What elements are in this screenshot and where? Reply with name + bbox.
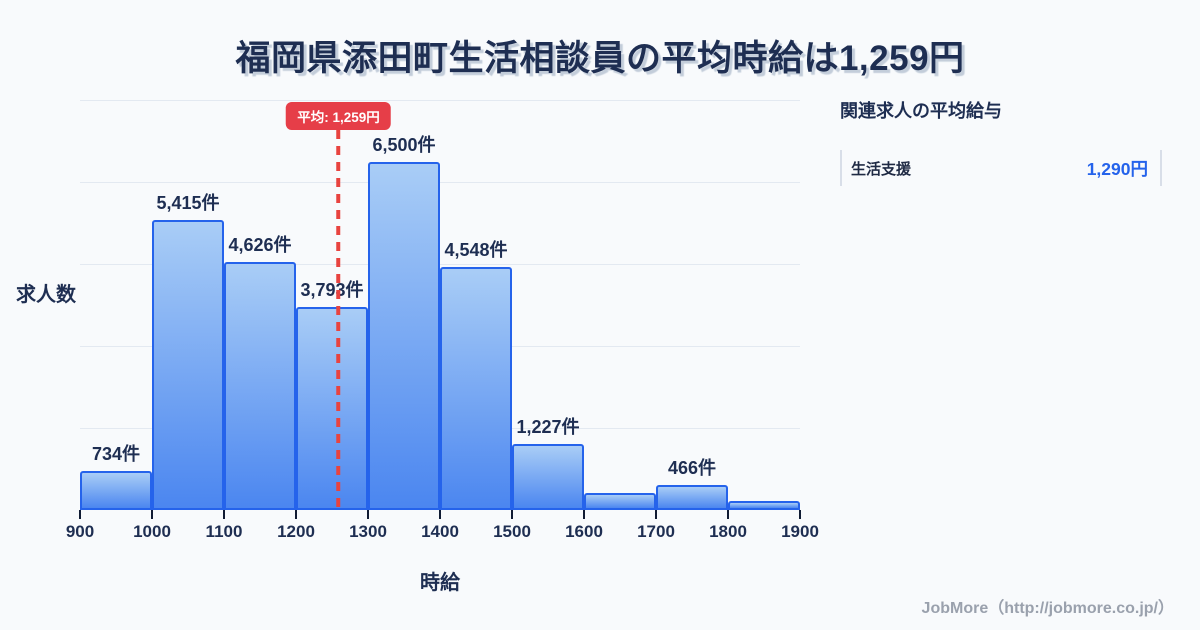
x-tick-label: 1100 [205,522,243,541]
bar-1400-1500 [440,267,512,510]
bar-1300-1400 [368,162,440,510]
x-axis-tick [799,510,801,519]
related-job-label: 生活支援 [851,160,912,178]
bar-1200-1300 [296,307,368,510]
average-line [336,130,341,510]
x-tick-label: 900 [65,522,95,541]
x-tick-label: 1500 [493,522,531,541]
x-axis-tick [367,510,369,519]
x-tick-label: 1400 [421,522,459,541]
bar-1800-1900 [728,501,800,510]
x-tick-label: 1700 [637,522,675,541]
x-tick-label: 1200 [277,522,315,541]
x-tick-label: 1800 [709,522,747,541]
bar-value-label: 1,227件 [516,417,580,437]
x-axis-tick [655,510,657,519]
bar-1700-1800 [656,485,728,510]
x-axis-tick [727,510,729,519]
y-axis-title: 求人数 [16,284,76,306]
page-title: 福岡県添田町生活相談員の平均時給は1,259円 [235,39,965,78]
bar-900-1000 [80,471,152,510]
bar-value-label: 3,793件 [300,280,364,300]
bar-value-label: 466件 [667,458,717,478]
bar-value-label: 6,500件 [372,135,436,155]
x-axis-title: 時給 [420,572,460,594]
x-axis-tick [295,510,297,519]
x-tick-label: 1600 [565,522,603,541]
x-axis-tick [583,510,585,519]
bar-value-label: 5,415件 [156,193,220,213]
average-badge: 平均: 1,259円 [286,102,391,130]
bar-value-label: 4,548件 [444,240,508,260]
x-axis-tick [511,510,513,519]
x-axis-tick [223,510,225,519]
side-panel-title: 関連求人の平均給与 [840,101,1002,121]
bar-value-label: 4,626件 [228,235,292,255]
gridline [80,100,800,101]
related-job-value: 1,290円 [1086,158,1148,179]
bar-value-label: 734件 [91,444,141,464]
plot-area: 734件 5,415件 4,626件 3,793件 6,500件 4,548件 1,227件… [66,100,819,541]
x-tick-label: 1000 [133,522,171,541]
gridline [80,264,800,265]
footer-credit: JobMore（http://jobmore.co.jp/） [921,600,1174,617]
bar-1000-1100 [152,220,224,510]
gridline [80,182,800,183]
x-axis-tick [151,510,153,519]
bar-1600-1700 [584,493,656,510]
x-axis-tick [439,510,441,519]
x-axis-tick [79,510,81,519]
related-salary-row: 生活支援 1,290円 [840,150,1162,186]
bar-1500-1600 [512,444,584,510]
bar-1100-1200 [224,262,296,510]
x-tick-label: 1300 [349,522,387,541]
related-salary-panel: 関連求人の平均給与 生活支援 1,290円 [840,97,1162,186]
x-tick-label: 1900 [781,522,819,541]
